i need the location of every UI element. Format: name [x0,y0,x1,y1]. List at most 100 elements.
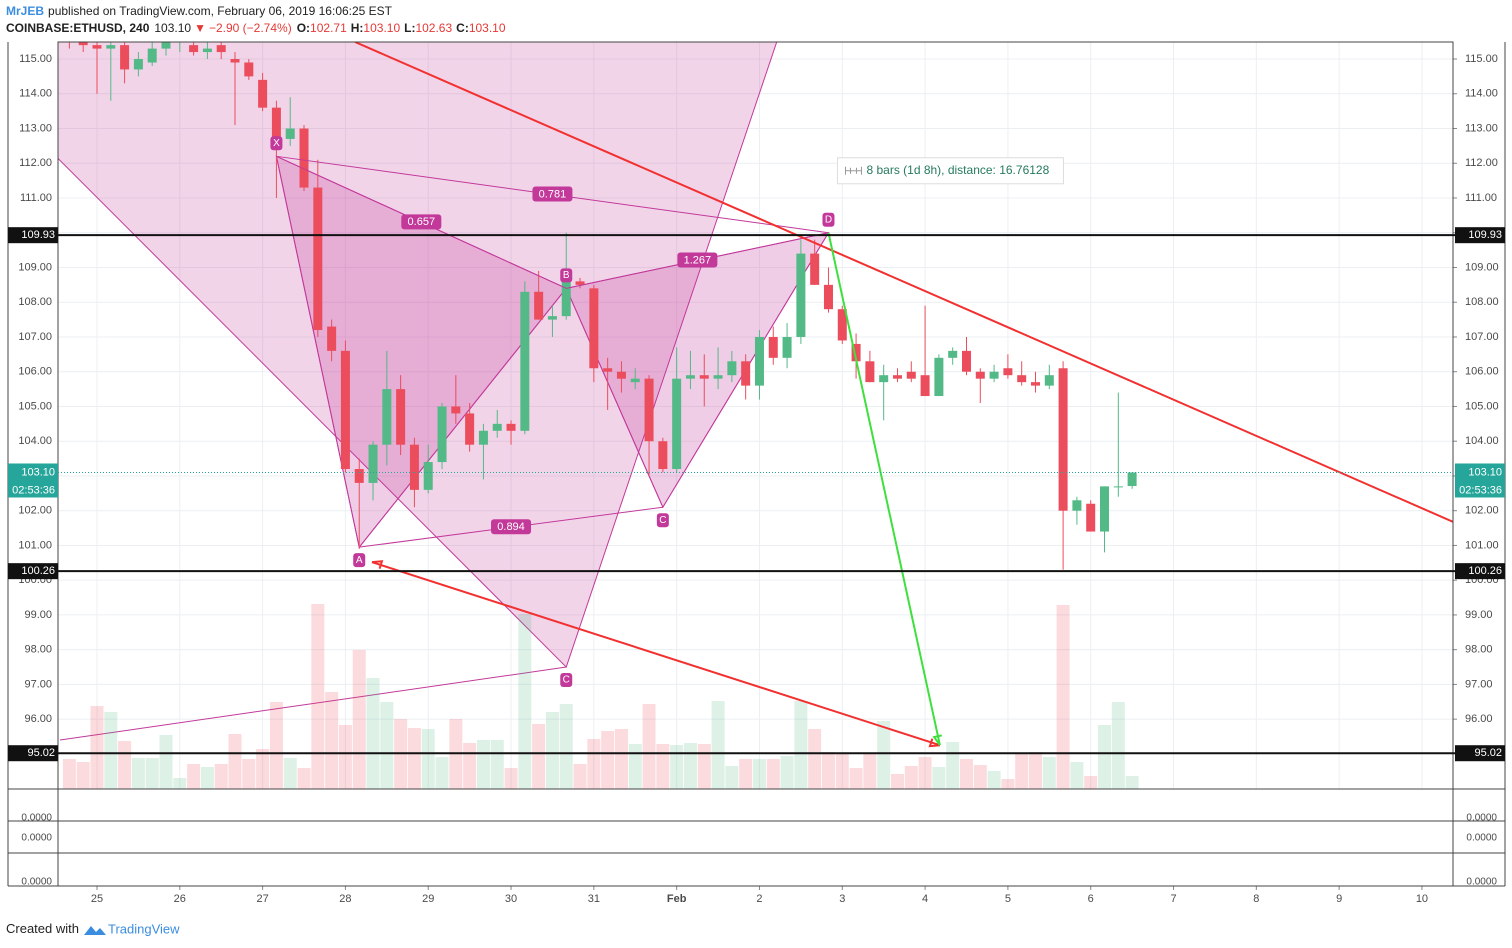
volume-bar [1015,753,1029,789]
level-label: 100.26 [21,565,55,577]
volume-bar [1001,779,1015,789]
volume-bar [932,767,946,789]
volume-bar [325,692,339,789]
y-tick-label: 101.00 [18,539,52,551]
volume-bar [1111,702,1125,789]
last-price-label: 103.10 [21,466,55,478]
volume-bar [352,650,366,789]
harmonic-pattern-line [59,666,567,741]
arrow-head [932,734,942,746]
brand-logo [84,926,106,935]
point-badge [560,268,573,283]
volume-bar [187,764,201,789]
candle-body [796,253,806,337]
volume-bar [1070,762,1084,789]
candle-body [285,128,295,139]
candle-body [202,48,212,53]
volume-bar [601,731,615,789]
candle-body [78,42,88,46]
candle-body [754,336,764,386]
plot-area: 0.657 0.781 1.267 0.894 X A B C D C [58,42,1453,789]
header-line-2: COINBASE:ETHUSD, 240 103.10 ▼ −2.90 (−2.74%… [6,21,506,35]
candle-body [133,59,143,70]
brand[interactable]: TradingView [108,921,180,936]
volume-bar [297,768,311,789]
level-label: 95.02 [27,747,55,759]
candle-body [920,375,930,397]
point-label: X [273,138,280,149]
level-badge [1455,563,1505,580]
x-tick-label: 25 [91,893,103,905]
volume-bar [407,728,421,789]
volume-bar [1042,757,1056,789]
y-tick-label: 96.00 [24,713,52,725]
volume-bar [808,729,822,789]
volume-bar [545,712,559,789]
candle-body [258,79,268,108]
level-badge [1455,227,1505,244]
volume-bar [269,702,283,789]
y-tick-label: 96.00 [1465,713,1493,725]
point-badge [822,212,835,227]
x-tick-label: 6 [1088,893,1094,905]
volume-bar [118,741,132,789]
candle-body [879,375,889,383]
y-tick-label: 106.00 [1465,366,1499,378]
harmonic-pattern-fill [58,42,778,668]
y-tick-label: 113.00 [19,122,52,134]
volume-bar [173,778,187,789]
ratio-label: 0.781 [539,188,567,200]
candle-body [547,316,557,320]
point-label: A [356,555,363,566]
arrow-head [928,738,941,748]
candle-body [1100,486,1110,532]
volume-bar [504,768,518,789]
point-badge [353,553,366,568]
y-tick-label: 99.00 [1465,609,1493,621]
point-label: B [563,270,570,281]
level-label: 100.26 [1468,565,1502,577]
ohlc-key: L: [404,21,415,35]
volume-bar [587,739,601,789]
y-tick-label: 99.00 [24,609,52,621]
y-tick-label: 105.00 [1465,400,1499,412]
y-tick-label: 97.00 [1465,678,1493,690]
y-tick-label: 109.00 [1465,261,1499,273]
volume-bar [200,767,214,789]
volume-bar [518,614,532,789]
candle-body [313,187,323,331]
volume-bar [849,768,863,789]
ratio-badge [532,186,573,202]
candle-body [189,45,199,53]
candle-body [1127,472,1137,487]
volume-bar [780,756,794,789]
x-tick-label: 30 [505,893,517,905]
candle-body [409,444,419,490]
candle-body [354,469,364,483]
volume-bar [725,766,739,789]
y-tick-label: 111.00 [1465,192,1497,204]
volume-bar [131,758,145,789]
volume-bar [256,749,270,789]
y-tick-label: 114.00 [19,88,52,100]
axes: 96.00 96.00 97.00 97.00 98.00 98.00 99.00 99.00… [18,53,1498,905]
y-tick-label: 107.00 [18,331,52,343]
y-tick-label: 98.00 [24,644,52,656]
x-tick-label: 5 [1005,893,1011,905]
author[interactable]: MrJEB [6,4,44,18]
candle-body [1086,503,1096,532]
level-label: 109.93 [21,229,55,241]
measure-label: 8 bars (1d 8h), distance: 16.76128 [866,163,1049,177]
volume-bar [214,764,228,789]
volume-bar [752,759,766,789]
volume-bar [532,724,546,789]
candle-body [810,253,820,285]
candle-body [106,45,116,49]
measure-icon [844,166,862,175]
y-tick-label: 98.00 [1465,644,1493,656]
point-label: C [563,675,570,686]
point-badge [656,513,669,528]
y-tick-label: 108.00 [1465,296,1499,308]
volume-bar [904,766,918,789]
candle-body [271,107,281,139]
